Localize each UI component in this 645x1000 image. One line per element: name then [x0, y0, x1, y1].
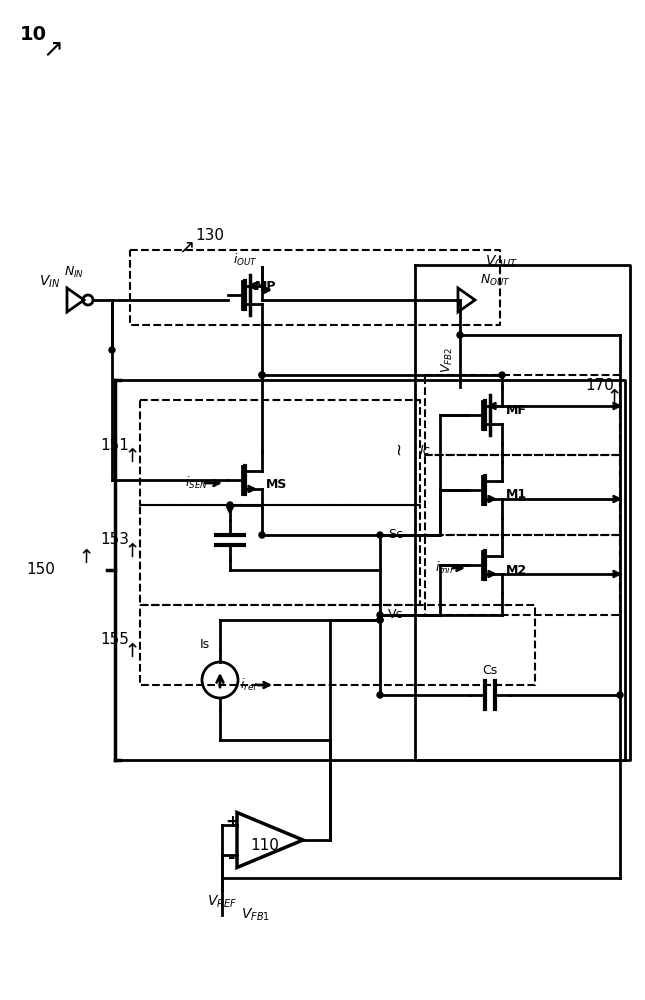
Text: $V_{FB2}$: $V_{FB2}$	[440, 347, 455, 373]
Text: $V_{IN}$: $V_{IN}$	[39, 274, 61, 290]
Text: $\nearrow$: $\nearrow$	[118, 638, 145, 666]
Circle shape	[377, 532, 383, 538]
Text: $V_{REF}$: $V_{REF}$	[207, 894, 237, 910]
Text: $i_{SEN}$: $i_{SEN}$	[185, 475, 208, 491]
Text: Sc: Sc	[388, 528, 403, 542]
Text: MS: MS	[266, 479, 288, 491]
Text: Vc: Vc	[388, 608, 404, 621]
Text: $i_{OUT}$: $i_{OUT}$	[233, 252, 257, 268]
Text: 153: 153	[100, 532, 129, 548]
Text: 150: 150	[26, 562, 55, 578]
Text: 151: 151	[100, 438, 129, 452]
Circle shape	[259, 372, 265, 378]
Text: $\nearrow$: $\nearrow$	[118, 443, 145, 471]
Text: MF: MF	[506, 403, 527, 416]
Text: 155: 155	[100, 633, 129, 648]
Text: $N_{OUT}$: $N_{OUT}$	[480, 272, 511, 288]
Circle shape	[377, 617, 383, 623]
Circle shape	[457, 332, 463, 338]
Text: $\nearrow$: $\nearrow$	[118, 538, 145, 566]
Text: 130: 130	[195, 228, 224, 242]
Circle shape	[227, 502, 233, 508]
Text: M1: M1	[506, 488, 527, 502]
Text: $N_{IN}$: $N_{IN}$	[64, 264, 84, 280]
Text: Cs: Cs	[482, 664, 498, 676]
Text: Ic: Ic	[420, 444, 431, 456]
Text: MP: MP	[255, 280, 277, 294]
Circle shape	[377, 617, 383, 623]
Circle shape	[377, 612, 383, 618]
Circle shape	[259, 532, 265, 538]
Text: 170: 170	[585, 377, 614, 392]
Text: $i_{mir}$: $i_{mir}$	[435, 560, 455, 576]
Circle shape	[259, 372, 265, 378]
Text: 110: 110	[250, 838, 279, 852]
Text: ~: ~	[390, 441, 408, 455]
Text: 10: 10	[20, 25, 47, 44]
Text: $\nearrow$: $\nearrow$	[600, 384, 627, 412]
Text: $\nearrow$: $\nearrow$	[175, 238, 195, 257]
Text: $\nearrow$: $\nearrow$	[38, 38, 63, 62]
Text: M2: M2	[506, 564, 527, 576]
Text: $V_{OUT}$: $V_{OUT}$	[485, 254, 518, 270]
Circle shape	[499, 372, 505, 378]
Circle shape	[377, 692, 383, 698]
Text: $i_{ref}$: $i_{ref}$	[240, 677, 259, 693]
Text: $V_{FB1}$: $V_{FB1}$	[241, 907, 270, 923]
Text: Is: Is	[200, 639, 210, 652]
Text: $\nearrow$: $\nearrow$	[72, 544, 99, 572]
Circle shape	[617, 692, 623, 698]
Circle shape	[109, 347, 115, 353]
Text: -: -	[228, 849, 236, 867]
Text: +: +	[225, 813, 239, 831]
